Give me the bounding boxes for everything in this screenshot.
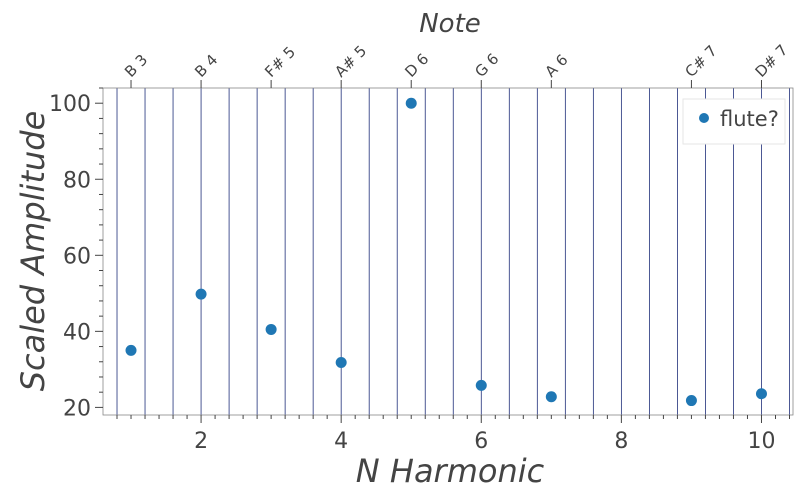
data-point (475, 379, 487, 391)
x-axis-title: N Harmonic (356, 452, 545, 490)
legend-label: flute? (720, 107, 779, 131)
top-note-label: D# 7 (752, 41, 792, 81)
x-tick-label: 4 (334, 429, 348, 454)
top-axis-title: Note (419, 9, 481, 39)
x-tick-label: 2 (194, 429, 208, 454)
top-note-label: A# 5 (331, 42, 370, 81)
data-point (265, 323, 277, 335)
data-point (685, 395, 697, 407)
plot-frame (102, 87, 794, 416)
top-note-label: F# 5 (261, 43, 299, 81)
y-tick-label: 60 (63, 244, 91, 269)
y-tick-label: 80 (63, 168, 91, 193)
x-tick-label: 10 (747, 429, 775, 454)
data-point (405, 97, 417, 109)
top-note-label: D 6 (401, 50, 432, 81)
legend-box (682, 98, 786, 145)
legend-marker (699, 113, 709, 123)
y-tick-label: 100 (49, 92, 91, 117)
axes: 2 4 6 8 10 20 40 60 80 100 B 3 B 4 F# 5 A# 5 D 6 G 6 A 6… (49, 41, 791, 454)
y-axis-title: Scaled Amplitude (14, 111, 52, 392)
legend: flute? (682, 98, 786, 145)
data-point (195, 288, 207, 300)
data-point (335, 357, 347, 369)
data-point (125, 344, 137, 356)
data-point (545, 391, 557, 403)
top-note-label: C# 7 (682, 42, 721, 81)
y-tick-label: 20 (63, 396, 91, 421)
top-note-label: B 3 (121, 51, 151, 81)
data-point (755, 388, 767, 400)
data-points (125, 97, 767, 407)
x-tick-label: 6 (474, 429, 488, 454)
x-tick-label: 8 (614, 429, 628, 454)
grid-lines (116, 88, 790, 415)
y-tick-label: 40 (63, 320, 91, 345)
top-note-label: G 6 (471, 50, 502, 81)
top-note-label: B 4 (191, 51, 221, 81)
top-note-label: A 6 (541, 51, 571, 81)
